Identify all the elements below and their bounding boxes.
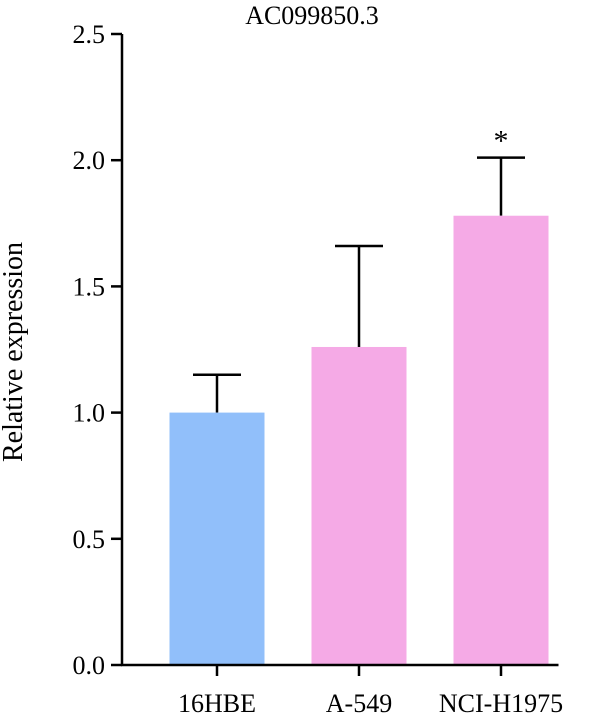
bar-nci-h1975	[453, 215, 549, 665]
chart-title: AC099850.3	[245, 1, 379, 30]
y-tick-label: 0.5	[73, 525, 106, 554]
x-tick-label: A-549	[326, 689, 392, 718]
y-tick-label: 1.0	[73, 399, 106, 428]
bar-16hbe	[169, 412, 265, 665]
significance-marker: *	[494, 125, 509, 158]
y-tick-label: 0.0	[73, 651, 106, 680]
y-tick-label: 2.5	[73, 20, 106, 49]
y-tick-label: 1.5	[73, 272, 106, 301]
y-tick-label: 2.0	[73, 146, 106, 175]
plot-area: 0.0 0.5 1.0 1.5 2.0 2.5 16HBE A-549 * NCI-H1975	[73, 20, 564, 718]
x-tick-label: 16HBE	[178, 689, 256, 718]
y-axis-label: Relative expression	[0, 242, 29, 462]
x-tick-label: NCI-H1975	[439, 689, 563, 718]
bar-a-549	[311, 346, 407, 665]
